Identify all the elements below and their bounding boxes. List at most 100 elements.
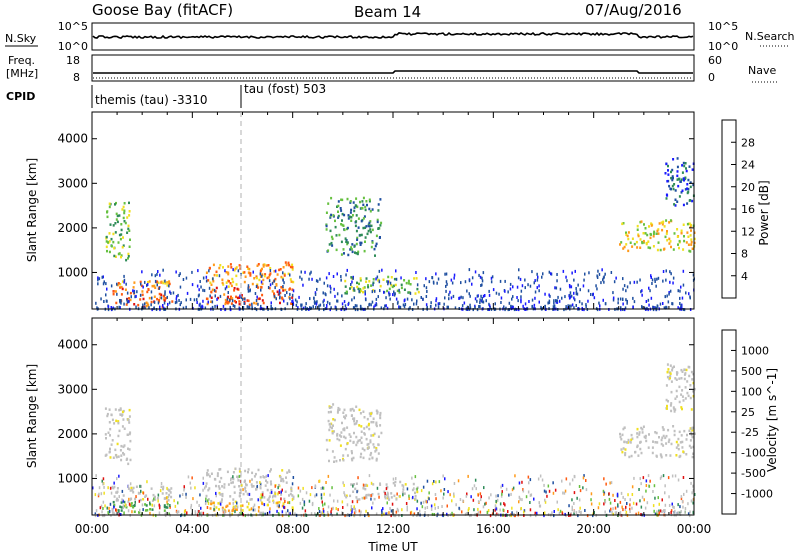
power-cell: [554, 286, 556, 290]
velocity-cell: [362, 456, 365, 460]
velocity-cell: [292, 497, 295, 500]
velocity-cell: [339, 459, 341, 462]
velocity-cell: [350, 505, 353, 509]
velocity-cell: [109, 456, 112, 459]
velocity-cell: [368, 457, 371, 461]
power-cell: [657, 228, 660, 231]
velocity-cell: [297, 494, 300, 498]
power-cell: [154, 274, 157, 278]
power-cell: [196, 301, 198, 304]
power-cell: [145, 305, 148, 308]
velocity-cell: [643, 435, 646, 439]
velocity-cell: [266, 503, 269, 507]
power-cell: [238, 296, 240, 299]
power-cell: [676, 157, 679, 160]
power-cell: [379, 198, 382, 201]
power-cell: [622, 302, 624, 306]
power-cell: [680, 229, 683, 232]
velocity-cell: [205, 494, 208, 498]
power-cell: [150, 290, 153, 294]
power-cell: [211, 300, 214, 304]
power-cell: [370, 303, 372, 307]
power-cell: [541, 275, 543, 279]
power-cell: [313, 301, 316, 305]
power-cell: [387, 282, 389, 286]
power-cell: [409, 306, 411, 310]
power-cell: [345, 240, 348, 243]
velocity-cell: [653, 484, 656, 488]
velocity-cell: [554, 488, 557, 492]
velocity-cell: [118, 408, 121, 412]
velocity-cell: [139, 484, 141, 488]
power-cell: [108, 240, 111, 243]
power-cell: [223, 293, 226, 296]
power-cell: [127, 224, 130, 228]
power-cell: [677, 243, 679, 246]
velocity-cell: [494, 504, 497, 508]
velocity-cell: [675, 395, 678, 398]
velocity-cell: [396, 492, 398, 496]
power-cbar-tick-label: 24: [741, 159, 755, 172]
power-cell: [368, 225, 371, 228]
velocity-cell: [146, 509, 149, 512]
power-cell: [330, 196, 333, 200]
power-cell: [123, 274, 125, 278]
velocity-cell: [261, 491, 264, 494]
velocity-cell: [614, 506, 617, 510]
velocity-cell: [120, 506, 123, 509]
power-cell: [283, 299, 285, 303]
velocity-cell: [677, 511, 679, 515]
power-cell: [359, 277, 362, 280]
power-cell: [300, 270, 302, 274]
power-cell: [175, 295, 178, 299]
velocity-cell: [145, 494, 148, 497]
power-cell: [666, 239, 669, 242]
power-cell: [166, 281, 169, 284]
velocity-cell: [340, 431, 343, 434]
power-cell: [353, 245, 356, 248]
velocity-cell: [292, 476, 295, 479]
velocity-cell: [257, 509, 260, 513]
power-cell: [368, 302, 371, 306]
velocity-cell: [332, 403, 335, 406]
velocity-cell: [539, 474, 542, 478]
velocity-cell: [251, 478, 253, 481]
power-cell: [282, 271, 284, 275]
power-cell: [481, 300, 484, 304]
velocity-cell: [691, 455, 694, 459]
velocity-cell: [394, 484, 396, 487]
velocity-cell: [205, 497, 207, 501]
velocity-cell: [238, 474, 241, 478]
power-cell: [336, 299, 339, 303]
power-cell: [538, 289, 540, 293]
power-cell: [353, 296, 355, 300]
velocity-cell: [288, 514, 290, 518]
power-cell: [601, 268, 603, 272]
velocity-cbar-label: Velocity [m s^-1]: [765, 368, 779, 472]
time-tick-label: 12:00: [376, 522, 411, 536]
velocity-cell: [401, 508, 403, 512]
velocity-cell: [667, 428, 670, 432]
power-cell: [533, 281, 535, 285]
velocity-cell: [272, 495, 274, 499]
power-cell: [528, 300, 530, 303]
velocity-cell: [279, 491, 282, 494]
power-cell: [444, 272, 446, 276]
power-cell: [119, 286, 122, 289]
power-cell: [639, 278, 641, 282]
power-cell: [355, 242, 358, 246]
velocity-cell: [677, 503, 679, 507]
velocity-cell: [503, 502, 505, 506]
velocity-cell: [412, 495, 414, 499]
power-cell: [669, 289, 672, 293]
velocity-cell: [360, 430, 363, 433]
power-cell: [574, 298, 576, 302]
velocity-cell: [518, 500, 520, 504]
velocity-cell: [592, 514, 594, 518]
velocity-cell: [376, 412, 379, 415]
velocity-cell: [377, 435, 380, 438]
velocity-cell: [634, 450, 637, 454]
velocity-cell: [394, 480, 397, 484]
velocity-cell: [351, 414, 353, 417]
power-cell: [249, 272, 252, 275]
